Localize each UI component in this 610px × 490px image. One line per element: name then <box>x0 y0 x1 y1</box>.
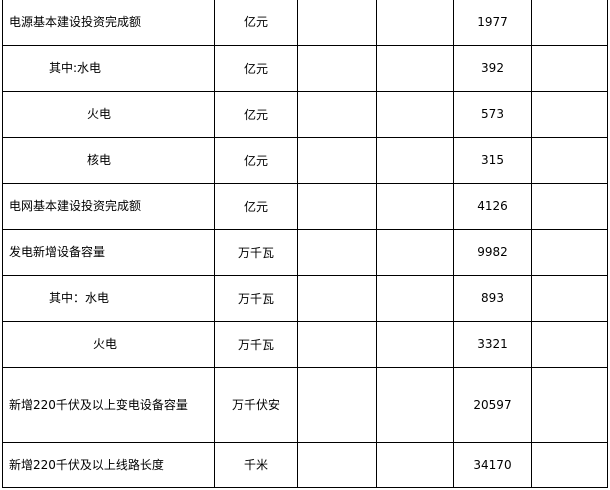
table-row: 新增220千伏及以上线路长度 千米 34170 <box>2 441 608 488</box>
empty-cell <box>376 182 454 230</box>
unit-cell: 亿元 <box>214 44 298 92</box>
table-row: 火电 万千瓦 3321 <box>2 320 608 368</box>
empty-cell <box>376 0 454 46</box>
empty-cell <box>297 366 377 443</box>
item-name-cell: 电网基本建设投资完成额 <box>2 182 215 230</box>
empty-cell <box>376 366 454 443</box>
item-name-cell: 电源基本建设投资完成额 <box>2 0 215 46</box>
empty-cell <box>376 44 454 92</box>
empty-cell <box>297 441 377 488</box>
empty-cell <box>297 44 377 92</box>
unit-cell: 亿元 <box>214 136 298 184</box>
table-row: 核电 亿元 315 <box>2 136 608 184</box>
item-name-cell: 新增220千伏及以上线路长度 <box>2 441 215 488</box>
value-cell: 3321 <box>453 320 532 368</box>
item-name-cell: 发电新增设备容量 <box>2 228 215 276</box>
value-cell: 893 <box>453 274 532 322</box>
unit-cell: 万千瓦 <box>214 320 298 368</box>
table-row: 电网基本建设投资完成额 亿元 4126 <box>2 182 608 230</box>
empty-cell <box>297 182 377 230</box>
unit-cell: 千米 <box>214 441 298 488</box>
table-row: 其中:水电 亿元 392 <box>2 44 608 92</box>
item-name-cell: 其中：水电 <box>2 274 215 322</box>
item-name-cell: 火电 <box>2 90 215 138</box>
empty-cell <box>376 90 454 138</box>
value-cell: 9982 <box>453 228 532 276</box>
empty-cell <box>531 136 608 184</box>
empty-cell <box>531 44 608 92</box>
value-cell: 4126 <box>453 182 532 230</box>
unit-cell: 亿元 <box>214 0 298 46</box>
unit-cell: 亿元 <box>214 182 298 230</box>
item-name-cell: 火电 <box>2 320 215 368</box>
value-cell: 392 <box>453 44 532 92</box>
empty-cell <box>297 0 377 46</box>
empty-cell <box>297 274 377 322</box>
empty-cell <box>376 136 454 184</box>
empty-cell <box>297 228 377 276</box>
table-row: 火电 亿元 573 <box>2 90 608 138</box>
value-cell: 34170 <box>453 441 532 488</box>
empty-cell <box>531 0 608 46</box>
unit-cell: 万千伏安 <box>214 366 298 443</box>
value-cell: 20597 <box>453 366 532 443</box>
unit-cell: 万千瓦 <box>214 228 298 276</box>
empty-cell <box>376 441 454 488</box>
empty-cell <box>531 182 608 230</box>
table-row: 电源基本建设投资完成额 亿元 1977 <box>2 0 608 46</box>
empty-cell <box>531 228 608 276</box>
table-row: 发电新增设备容量 万千瓦 9982 <box>2 228 608 276</box>
value-cell: 315 <box>453 136 532 184</box>
empty-cell <box>531 441 608 488</box>
item-name-cell: 新增220千伏及以上变电设备容量 <box>2 366 215 443</box>
item-name-cell: 其中:水电 <box>2 44 215 92</box>
empty-cell <box>531 274 608 322</box>
value-cell: 573 <box>453 90 532 138</box>
empty-cell <box>297 320 377 368</box>
empty-cell <box>376 274 454 322</box>
table-row: 新增220千伏及以上变电设备容量 万千伏安 20597 <box>2 366 608 443</box>
empty-cell <box>376 320 454 368</box>
unit-cell: 亿元 <box>214 90 298 138</box>
empty-cell <box>297 90 377 138</box>
empty-cell <box>531 90 608 138</box>
empty-cell <box>376 228 454 276</box>
empty-cell <box>531 320 608 368</box>
item-name-cell: 核电 <box>2 136 215 184</box>
unit-cell: 万千瓦 <box>214 274 298 322</box>
empty-cell <box>531 366 608 443</box>
empty-cell <box>297 136 377 184</box>
table-row: 其中：水电 万千瓦 893 <box>2 274 608 322</box>
value-cell: 1977 <box>453 0 532 46</box>
